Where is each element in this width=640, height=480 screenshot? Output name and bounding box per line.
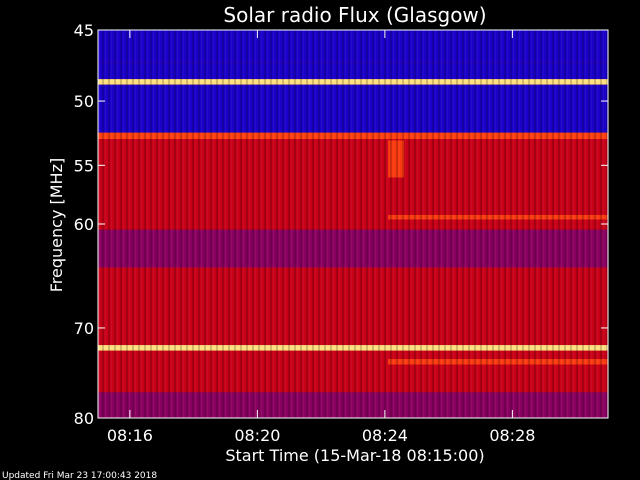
y-tick-label-3: 60 [74,215,94,234]
x-axis-label: Start Time (15-Mar-18 08:15:00) [225,446,484,465]
x-tick-label-0: 08:16 [107,426,153,445]
x-axis: 08:16 08:20 08:24 08:28 [107,30,535,445]
y-tick-label-1: 50 [74,92,94,111]
updated-timestamp: Updated Fri Mar 23 17:00:43 2018 [2,471,157,480]
y-tick-label-0: 45 [74,21,94,40]
chart-title: Solar radio Flux (Glasgow) [223,3,486,27]
x-tick-label-1: 08:20 [234,426,280,445]
x-tick-label-3: 08:28 [489,426,535,445]
y-tick-label-4: 70 [74,319,94,338]
x-tick-label-2: 08:24 [362,426,408,445]
y-tick-label-2: 55 [74,156,94,175]
y-tick-label-5: 80 [74,409,94,428]
y-axis: 45 50 55 60 70 80 [74,21,608,428]
plot-area [97,29,609,419]
y-axis-label: Frequency [MHz] [47,158,66,292]
noise-texture [98,30,608,418]
